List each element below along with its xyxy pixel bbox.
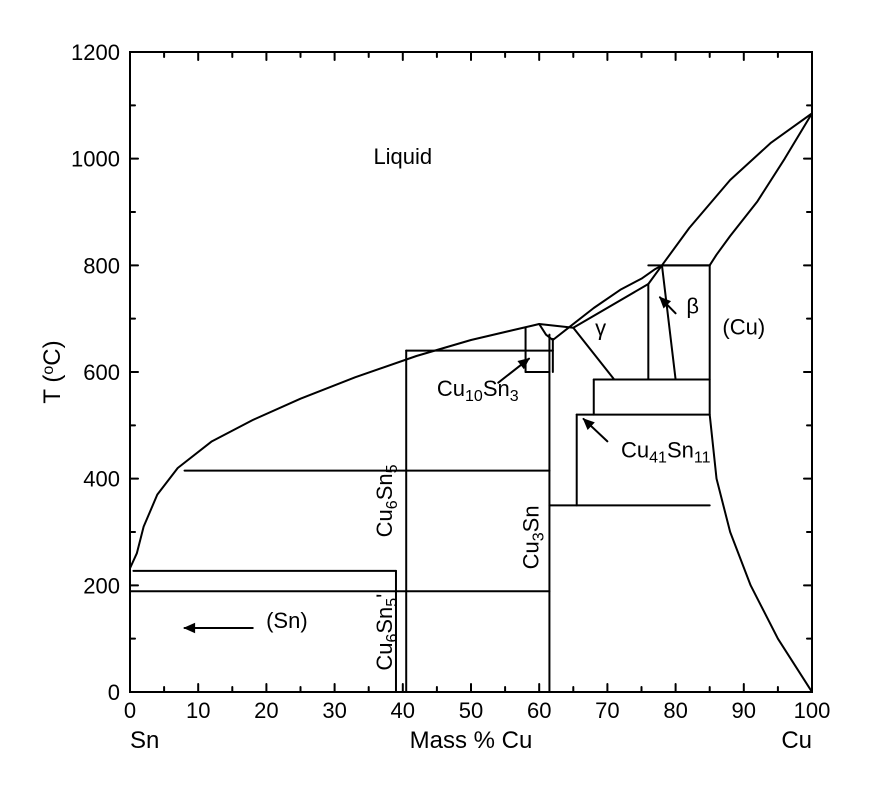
svg-text:600: 600 — [83, 360, 120, 385]
svg-text:800: 800 — [83, 253, 120, 278]
svg-text:20: 20 — [254, 698, 278, 723]
svg-text:90: 90 — [732, 698, 756, 723]
svg-text:Mass % Cu: Mass % Cu — [410, 727, 533, 754]
svg-text:Cu: Cu — [781, 727, 812, 754]
svg-text:0: 0 — [124, 698, 136, 723]
svg-text:Cu10Sn3: Cu10Sn3 — [437, 376, 519, 405]
svg-text:40: 40 — [391, 698, 415, 723]
svg-text:β: β — [686, 293, 699, 318]
svg-text:60: 60 — [527, 698, 551, 723]
svg-text:Liquid: Liquid — [373, 144, 432, 169]
svg-text:30: 30 — [322, 698, 346, 723]
svg-text:1200: 1200 — [71, 40, 120, 65]
svg-text:10: 10 — [186, 698, 210, 723]
svg-text:Cu41Sn11: Cu41Sn11 — [621, 437, 711, 466]
svg-text:T (oC): T (oC) — [39, 340, 66, 403]
svg-text:(Sn): (Sn) — [266, 608, 308, 633]
phase-diagram-svg: 0102030405060708090100020040060080010001… — [0, 0, 891, 787]
svg-text:80: 80 — [663, 698, 687, 723]
svg-text:Cu6Sn5': Cu6Sn5' — [372, 594, 401, 671]
svg-text:Cu6Sn5: Cu6Sn5 — [372, 464, 401, 537]
svg-text:γ: γ — [595, 316, 606, 341]
svg-text:400: 400 — [83, 467, 120, 492]
svg-text:50: 50 — [459, 698, 483, 723]
svg-text:Cu3Sn: Cu3Sn — [519, 505, 548, 569]
svg-text:100: 100 — [794, 698, 831, 723]
svg-text:Sn: Sn — [130, 727, 159, 754]
svg-text:1000: 1000 — [71, 147, 120, 172]
svg-text:200: 200 — [83, 573, 120, 598]
svg-text:0: 0 — [108, 680, 120, 705]
phase-diagram-container: 0102030405060708090100020040060080010001… — [0, 0, 891, 787]
svg-text:(Cu): (Cu) — [722, 315, 765, 340]
svg-text:70: 70 — [595, 698, 619, 723]
